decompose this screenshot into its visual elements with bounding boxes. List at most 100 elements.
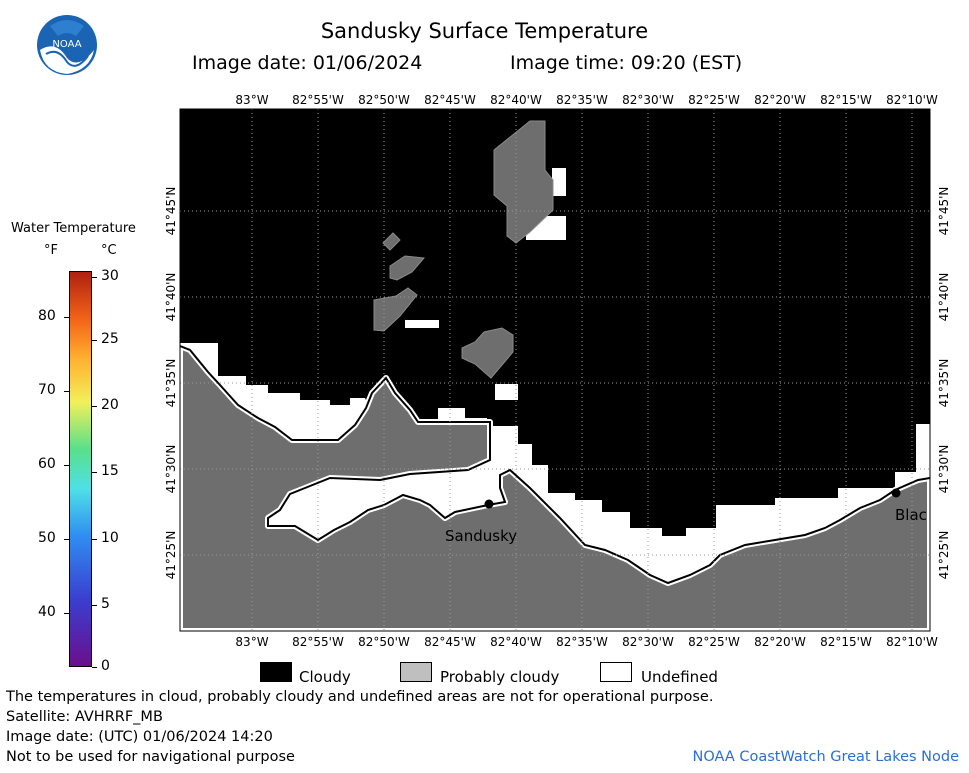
lon-label: 82°55'W bbox=[292, 93, 344, 107]
noaa-logo: NOAA bbox=[36, 14, 98, 76]
lon-label: 82°25'W bbox=[688, 93, 740, 107]
colorbar-c-tick-mark bbox=[92, 539, 97, 540]
colorbar-c-tick-mark bbox=[92, 340, 97, 341]
footer-disclaimer: The temperatures in cloud, probably clou… bbox=[6, 689, 714, 705]
colorbar-c-tick-mark bbox=[92, 406, 97, 407]
colorbar-c-tick: 0 bbox=[101, 658, 110, 674]
legend-swatch-probably-cloudy bbox=[400, 662, 432, 682]
legend-swatch-undefined bbox=[600, 662, 632, 682]
lon-label: 82°55'W bbox=[292, 635, 344, 649]
image-time: Image time: 09:20 (EST) bbox=[510, 52, 743, 74]
map-frame bbox=[179, 108, 931, 632]
footer-nav-warning: Not to be used for navigational purpose bbox=[6, 749, 295, 765]
probably-cloudy-patch bbox=[382, 232, 401, 251]
colorbar-c-tick: 15 bbox=[101, 463, 119, 479]
colorbar-c-tick-mark bbox=[92, 277, 97, 278]
graticule bbox=[180, 109, 930, 631]
legend-swatch-cloudy bbox=[260, 662, 292, 682]
lon-label: 82°15'W bbox=[820, 93, 872, 107]
lon-label: 83°W bbox=[235, 93, 268, 107]
undefined-patch bbox=[405, 320, 439, 328]
lat-label: 41°40'N bbox=[937, 273, 951, 322]
colorbar-c-tick: 10 bbox=[101, 530, 119, 546]
undefined-patch bbox=[552, 168, 566, 196]
lat-label: 41°25'N bbox=[164, 531, 178, 580]
colorbar-f-tick-mark bbox=[64, 613, 69, 614]
colorbar-f-tick: 40 bbox=[38, 604, 56, 620]
colorbar-c-tick-mark bbox=[92, 605, 97, 606]
lon-label: 82°30'W bbox=[622, 93, 674, 107]
probably-cloudy-patch bbox=[493, 120, 554, 244]
colorbar-c-tick: 5 bbox=[101, 596, 110, 612]
colorbar-f-tick-mark bbox=[64, 539, 69, 540]
lon-label: 82°45'W bbox=[424, 93, 476, 107]
legend-label-probably-cloudy: Probably cloudy bbox=[440, 668, 560, 686]
lon-labels-top: 83°W 82°55'W 82°50'W 82°45'W 82°40'W 82°35'W 8… bbox=[235, 93, 938, 107]
colorbar-title: Water Temperature bbox=[11, 221, 136, 236]
colorbar bbox=[69, 271, 92, 667]
probably-cloudy-patch bbox=[389, 255, 425, 281]
colorbar-unit-c: °C bbox=[101, 243, 117, 258]
image-date: Image date: 01/06/2024 bbox=[192, 52, 423, 74]
lon-label: 82°35'W bbox=[556, 93, 608, 107]
colorbar-f-tick-mark bbox=[64, 465, 69, 466]
lat-label: 41°35'N bbox=[937, 359, 951, 408]
colorbar-f-tick: 80 bbox=[38, 308, 56, 324]
lon-label: 82°10'W bbox=[886, 93, 938, 107]
lat-label: 41°25'N bbox=[937, 531, 951, 580]
lat-labels-right: 41°45'N 41°40'N 41°35'N 41°30'N 41°25'N bbox=[937, 187, 951, 580]
undefined-patch bbox=[495, 384, 518, 400]
legend-label-cloudy: Cloudy bbox=[299, 668, 351, 686]
noaa-logo-icon: NOAA bbox=[37, 15, 97, 75]
colorbar-c-tick-mark bbox=[92, 472, 97, 473]
colorbar-f-tick: 50 bbox=[38, 530, 56, 546]
colorbar-c-tick: 20 bbox=[101, 397, 119, 413]
lat-label: 41°45'N bbox=[937, 187, 951, 236]
blac-marker bbox=[891, 488, 901, 498]
colorbar-f-tick-mark bbox=[64, 317, 69, 318]
lon-label: 82°20'W bbox=[754, 635, 806, 649]
colorbar-f-tick-mark bbox=[64, 391, 69, 392]
lon-label: 83°W bbox=[235, 635, 268, 649]
probably-cloudy-patch bbox=[461, 327, 514, 379]
lat-label: 41°30'N bbox=[164, 445, 178, 494]
lat-label: 41°35'N bbox=[164, 359, 178, 408]
lon-label: 82°45'W bbox=[424, 635, 476, 649]
lon-label: 82°40'W bbox=[490, 93, 542, 107]
lat-label: 41°40'N bbox=[164, 273, 178, 322]
colorbar-c-tick: 25 bbox=[101, 331, 119, 347]
place-sandusky: Sandusky bbox=[445, 527, 517, 545]
colorbar-f-tick: 70 bbox=[38, 382, 56, 398]
colorbar-c-tick: 30 bbox=[101, 268, 119, 284]
lon-label: 82°25'W bbox=[688, 635, 740, 649]
footer-satellite: Satellite: AVHRRF_MB bbox=[6, 709, 163, 725]
sandusky-marker bbox=[484, 499, 494, 509]
lon-label: 82°50'W bbox=[358, 635, 410, 649]
lat-labels-left: 41°45'N 41°40'N 41°35'N 41°30'N 41°25'N bbox=[164, 187, 178, 580]
lat-label: 41°30'N bbox=[937, 445, 951, 494]
colorbar-c-tick-mark bbox=[92, 667, 97, 668]
probably-cloudy-patch bbox=[373, 287, 418, 332]
lat-label: 41°45'N bbox=[164, 187, 178, 236]
colorbar-unit-f: °F bbox=[44, 243, 58, 258]
lon-label: 82°50'W bbox=[358, 93, 410, 107]
page-title: Sandusky Surface Temperature bbox=[320, 19, 649, 43]
lon-labels-bottom: 83°W 82°55'W 82°50'W 82°45'W 82°40'W 82°35'W 8… bbox=[235, 635, 938, 649]
place-blac: Blac bbox=[895, 506, 927, 524]
lon-label: 82°30'W bbox=[622, 635, 674, 649]
footer-credit: NOAA CoastWatch Great Lakes Node bbox=[692, 749, 959, 765]
map-area bbox=[180, 109, 930, 631]
logo-text: NOAA bbox=[52, 39, 81, 50]
lon-label: 82°35'W bbox=[556, 635, 608, 649]
legend-label-undefined: Undefined bbox=[641, 668, 718, 686]
cloudy-area bbox=[180, 109, 930, 536]
lon-label: 82°20'W bbox=[754, 93, 806, 107]
undefined-patch bbox=[916, 424, 930, 472]
lon-label: 82°40'W bbox=[490, 635, 542, 649]
footer-utc-date: Image date: (UTC) 01/06/2024 14:20 bbox=[6, 729, 273, 745]
lon-label: 82°10'W bbox=[886, 635, 938, 649]
coastline bbox=[180, 345, 930, 585]
colorbar-f-tick: 60 bbox=[38, 456, 56, 472]
lon-label: 82°15'W bbox=[820, 635, 872, 649]
